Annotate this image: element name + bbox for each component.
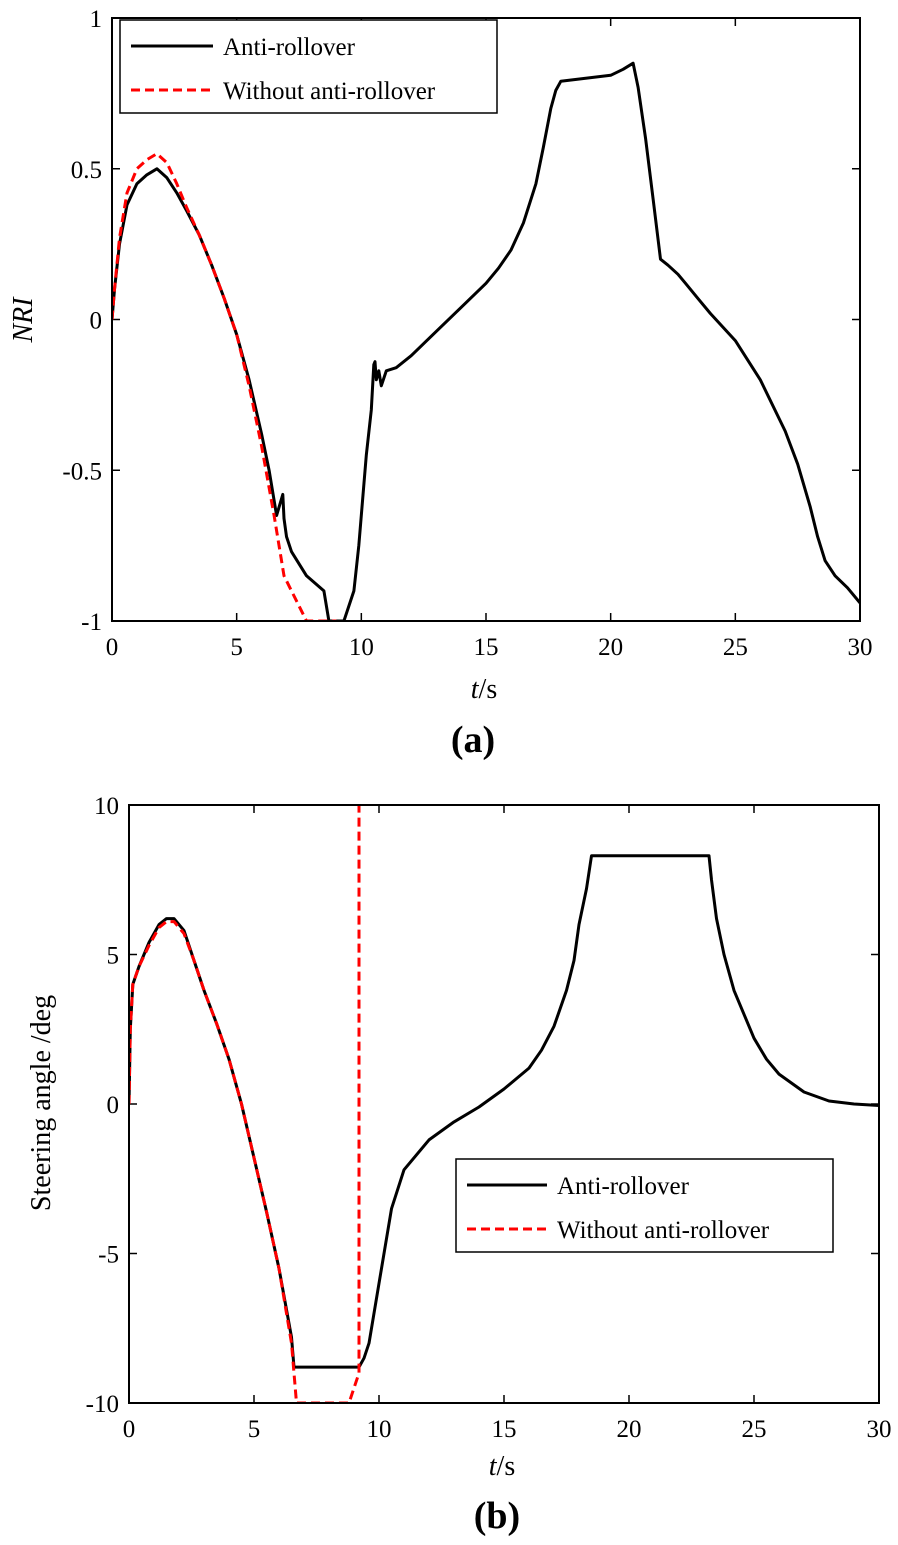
y-tick-label: -1	[81, 609, 102, 636]
panel-a-plot-area	[112, 18, 860, 621]
x-tick-label: 5	[230, 634, 243, 661]
y-tick-label: 1	[90, 6, 103, 33]
y-tick-label: 0	[107, 1092, 120, 1119]
x-tick-label: 0	[106, 634, 119, 661]
legend-box	[119, 19, 498, 114]
panel-a-x-axis-label: t/s	[471, 674, 497, 705]
y-tick-label: 5	[107, 943, 120, 970]
panel-a-label: (a)	[451, 719, 495, 761]
y-tick-label: -10	[86, 1391, 119, 1418]
series-line-without-anti-rollover	[129, 805, 361, 1403]
y-tick-label: 0.5	[71, 157, 102, 184]
x-tick-label: 15	[492, 1416, 517, 1443]
x-tick-label: 25	[723, 634, 748, 661]
legend-box	[455, 1158, 834, 1253]
x-tick-label: 20	[617, 1416, 642, 1443]
panel-a-chart: 0 5 10 15 20 25 30 -1 -0.5 0 0.5 1 Anti-rollover Wi…	[8, 6, 873, 761]
y-tick-label: 10	[94, 793, 119, 820]
panel-a-axes-frame	[111, 17, 861, 622]
panel-a-legend: Anti-rollover Without anti-rollover	[119, 19, 498, 114]
panel-b-legend: Anti-rollover Without anti-rollover	[455, 1158, 834, 1253]
panel-b-axes-frame	[128, 804, 880, 1404]
x-label-italic: t	[471, 674, 480, 705]
panel-b-x-axis-label: t/s	[489, 1451, 515, 1482]
x-tick-label: 10	[367, 1416, 392, 1443]
x-tick-label: 5	[248, 1416, 261, 1443]
series-line-without-anti-rollover	[112, 152, 337, 621]
panel-b-plot-area	[129, 805, 879, 1403]
x-tick-label: 30	[867, 1416, 892, 1443]
x-tick-label: 0	[123, 1416, 136, 1443]
panel-b-chart: 0 5 10 15 20 25 30 -10 -5 0 5 10 Anti-rollover With…	[26, 793, 892, 1537]
y-tick-label: -0.5	[62, 458, 102, 485]
x-tick-label: 30	[848, 634, 873, 661]
panel-a-y-axis-label: NRI	[8, 296, 39, 344]
x-label-unit: /s	[497, 1451, 516, 1482]
y-tick-label: 0	[90, 308, 103, 335]
x-tick-label: 10	[349, 634, 374, 661]
panel-b-y-axis-label: Steering angle /deg	[26, 995, 57, 1211]
legend-label-anti-rollover: Anti-rollover	[223, 34, 356, 61]
x-tick-label: 20	[598, 634, 623, 661]
y-tick-label: -5	[98, 1242, 119, 1269]
x-tick-label: 15	[474, 634, 499, 661]
x-label-unit: /s	[479, 674, 498, 705]
x-tick-label: 25	[742, 1416, 767, 1443]
panel-b-label: (b)	[474, 1495, 520, 1537]
legend-label-without-anti-rollover: Without anti-rollover	[557, 1217, 770, 1244]
legend-label-anti-rollover: Anti-rollover	[557, 1173, 690, 1200]
legend-label-without-anti-rollover: Without anti-rollover	[223, 78, 436, 105]
series-line-anti-rollover	[112, 61, 860, 621]
x-label-italic: t	[489, 1451, 498, 1482]
